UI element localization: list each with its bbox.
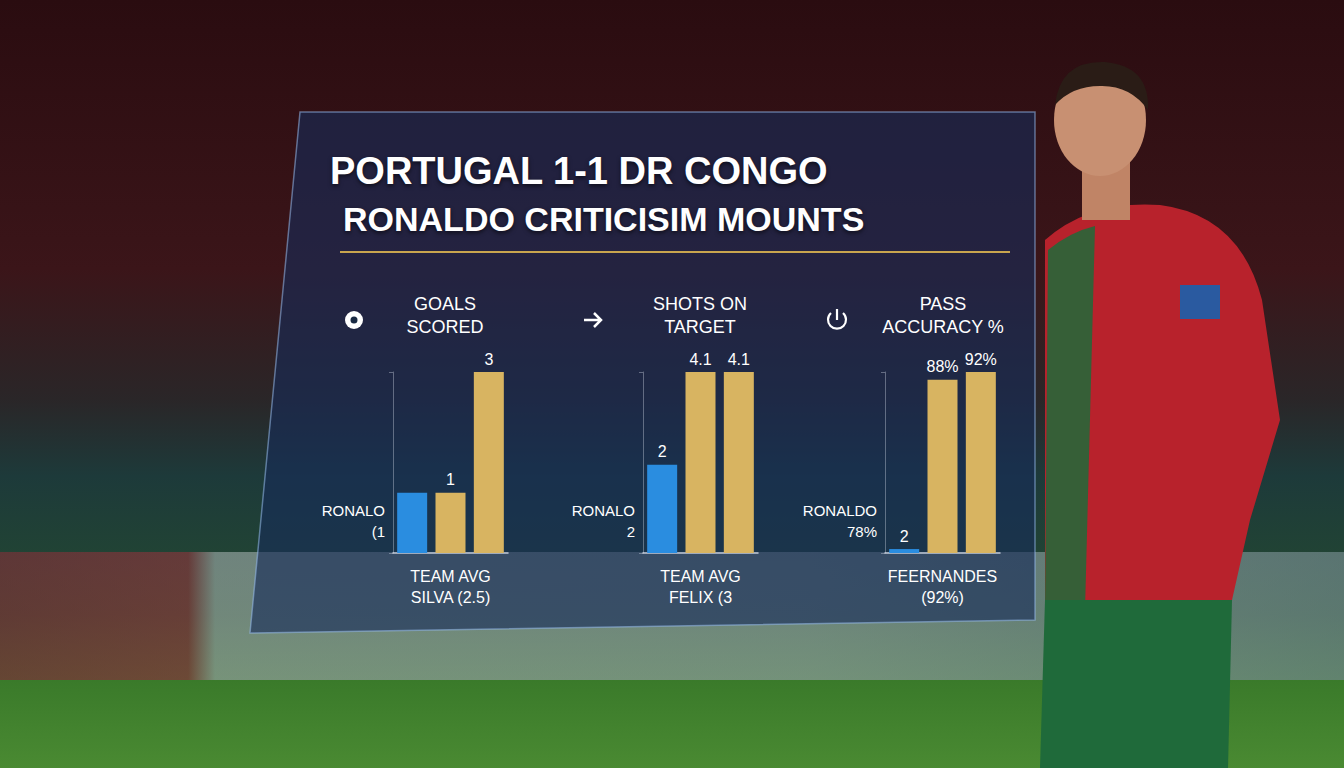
html-text:(92%): (92%) — [921, 589, 964, 606]
html-text:RONALO: RONALO — [571, 502, 635, 519]
html-text:TEAM AVG: TEAM AVG — [660, 568, 741, 585]
svg-text:2: 2 — [900, 528, 909, 545]
html-text:RONALO: RONALO — [321, 502, 385, 519]
html-text:SCORED: SCORED — [406, 317, 484, 337]
svg-text:4.1: 4.1 — [728, 351, 750, 368]
html-text:RONALDO CRITICISIM MOUNTS: RONALDO CRITICISIM MOUNTS — [343, 200, 865, 238]
svg-text:4.1: 4.1 — [689, 351, 711, 368]
svg-text:88%: 88% — [926, 358, 958, 375]
html-text:FELIX (3: FELIX (3 — [668, 589, 733, 606]
html-text:PORTUGAL 1-1 DR CONGO: PORTUGAL 1-1 DR CONGO — [330, 150, 828, 192]
html-text:SILVA (2.5): SILVA (2.5) — [410, 589, 491, 606]
html-text:2: 2 — [626, 523, 635, 540]
html-text:(1: (1 — [371, 523, 385, 540]
html-text:SHOTS ON: SHOTS ON — [653, 294, 747, 314]
html-text:FEERNANDES: FEERNANDES — [887, 568, 998, 585]
html-text:GOALS: GOALS — [414, 294, 476, 314]
svg-text:3: 3 — [484, 351, 493, 368]
html-text:PASS: PASS — [919, 294, 967, 314]
html-text:TEAM AVG: TEAM AVG — [410, 568, 491, 585]
svg-text:1: 1 — [446, 471, 455, 488]
html-text:RONALDO: RONALDO — [802, 502, 877, 519]
svg-text:92%: 92% — [965, 351, 997, 368]
html-text:TARGET: TARGET — [664, 317, 736, 337]
html-text:78%: 78% — [847, 523, 877, 540]
svg-text:2: 2 — [658, 443, 667, 460]
html-text:ACCURACY %: ACCURACY % — [882, 317, 1004, 337]
